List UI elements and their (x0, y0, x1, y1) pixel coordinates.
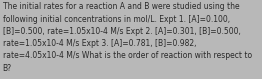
Text: rate=4.05x10-4 M/s What is the order of reaction with respect to: rate=4.05x10-4 M/s What is the order of … (3, 51, 252, 60)
Text: rate=1.05x10-4 M/s Expt 3. [A]=0.781, [B]=0.982,: rate=1.05x10-4 M/s Expt 3. [A]=0.781, [B… (3, 39, 196, 48)
Text: B?: B? (3, 64, 12, 73)
Text: [B]=0.500, rate=1.05x10-4 M/s Expt 2. [A]=0.301, [B]=0.500,: [B]=0.500, rate=1.05x10-4 M/s Expt 2. [A… (3, 27, 241, 36)
Text: following initial concentrations in mol/L. Expt 1. [A]=0.100,: following initial concentrations in mol/… (3, 15, 230, 24)
Text: The initial rates for a reaction A and B were studied using the: The initial rates for a reaction A and B… (3, 2, 239, 11)
